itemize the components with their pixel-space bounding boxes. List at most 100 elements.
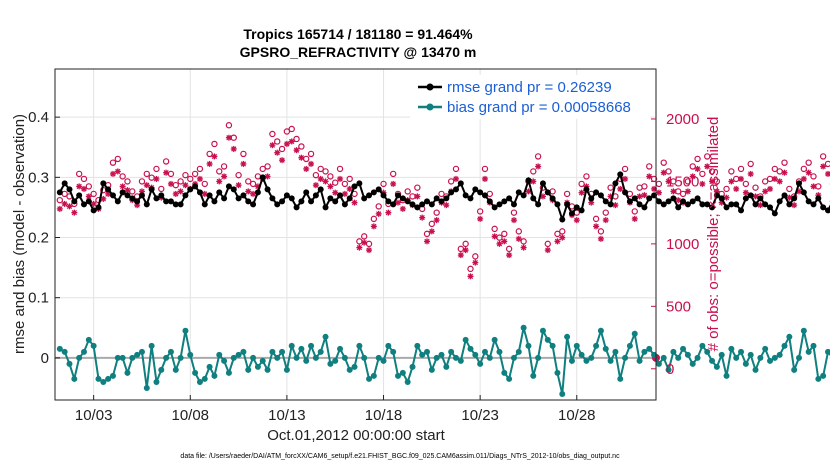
- rmse-point: [506, 195, 513, 202]
- rmse-point: [196, 189, 203, 196]
- bias-point: [515, 348, 522, 355]
- possible-obs-point: [515, 228, 522, 235]
- assimilated-obs-point: [385, 209, 392, 216]
- assimilated-obs-point: [399, 205, 406, 212]
- possible-obs-point: [496, 234, 503, 241]
- possible-obs-point: [56, 196, 64, 204]
- bias-point: [443, 363, 450, 370]
- assimilated-obs-point: [235, 182, 242, 189]
- rmse-point: [235, 195, 242, 202]
- assimilated-obs-point: [617, 185, 624, 192]
- bias-point: [588, 354, 595, 361]
- possible-obs-point: [312, 171, 320, 179]
- rmse-point: [192, 183, 199, 190]
- rmse-point: [346, 195, 353, 202]
- assimilated-obs-point: [665, 178, 672, 185]
- bias-point: [728, 345, 735, 352]
- y-axis-right: 0 500 1000 1500 2000: [651, 111, 699, 378]
- bias-point: [240, 348, 247, 355]
- possible-obs-point: [776, 168, 783, 175]
- y-tick-label: 0: [41, 350, 49, 367]
- chart-subtitle: GPSRO_REFRACTIVITY @ 13470 m: [240, 44, 477, 60]
- assimilated-obs-point: [510, 217, 517, 224]
- bias-point: [771, 354, 778, 361]
- bias-point: [776, 351, 783, 358]
- possible-obs-point: [810, 173, 817, 180]
- rmse-point: [742, 195, 749, 202]
- assimilated-obs-point: [646, 173, 653, 180]
- bias-point: [742, 360, 749, 367]
- rmse-point: [221, 195, 228, 202]
- possible-obs-point: [737, 165, 745, 173]
- bias-point: [90, 342, 97, 349]
- possible-obs-point: [211, 140, 218, 148]
- x-tick-label: 10/18: [365, 407, 403, 424]
- possible-obs-point: [646, 163, 653, 170]
- bias-point: [675, 354, 682, 361]
- rmse-point: [274, 201, 281, 208]
- possible-obs-point: [428, 220, 436, 228]
- rmse-point: [332, 198, 339, 205]
- assimilated-obs-point: [361, 239, 368, 246]
- bias-point: [467, 345, 474, 352]
- assimilated-obs-point: [346, 185, 353, 192]
- bias-point: [757, 354, 764, 361]
- possible-obs-point: [114, 155, 122, 163]
- x-tick-label: 10/03: [75, 407, 113, 424]
- assimilated-obs-point: [143, 182, 150, 189]
- bias-point: [80, 348, 87, 355]
- possible-obs-point: [274, 138, 281, 145]
- possible-obs-point: [293, 135, 300, 143]
- assimilated-obs-point: [506, 252, 513, 259]
- assimilated-obs-point: [337, 175, 344, 182]
- rmse-point: [776, 198, 783, 205]
- assimilated-obs-point: [462, 247, 469, 254]
- bias-point: [549, 342, 556, 349]
- x-tick-label: 10/08: [171, 407, 209, 424]
- bias-point: [361, 354, 368, 361]
- rmse-point: [752, 201, 759, 208]
- rmse-point: [424, 198, 431, 205]
- rmse-point: [631, 195, 638, 202]
- rmse-point: [390, 201, 397, 208]
- possible-obs-point: [259, 165, 266, 173]
- bias-point: [143, 384, 150, 391]
- possible-obs-point: [438, 190, 445, 198]
- possible-obs-point: [327, 173, 334, 180]
- possible-obs-point: [766, 175, 774, 183]
- rmse-point: [684, 201, 691, 208]
- bias-point: [539, 327, 546, 334]
- rmse-point: [805, 198, 812, 205]
- assimilated-obs-point: [80, 185, 87, 192]
- assimilated-obs-point: [390, 180, 397, 187]
- possible-obs-point: [679, 190, 687, 198]
- bias-point: [250, 354, 257, 361]
- bias-point: [341, 354, 348, 361]
- assimilated-obs-point: [283, 140, 290, 147]
- rmse-point: [680, 198, 687, 205]
- rmse-point: [723, 204, 730, 211]
- assimilated-obs-point: [660, 169, 667, 176]
- assimilated-obs-point: [206, 160, 213, 167]
- possible-obs-point: [119, 173, 126, 180]
- rmse-point: [337, 192, 344, 199]
- possible-obs-point: [549, 188, 556, 195]
- bias-point: [781, 342, 788, 349]
- rmse-point: [201, 201, 208, 208]
- rmse-point: [481, 192, 488, 199]
- assimilated-obs-point: [641, 192, 648, 199]
- assimilated-obs-point: [704, 163, 711, 170]
- possible-obs-point: [283, 128, 291, 135]
- rmse-point: [713, 192, 720, 199]
- rmse-point: [366, 192, 373, 199]
- assimilated-obs-point: [588, 199, 595, 206]
- possible-obs-point: [264, 163, 271, 170]
- bias-point: [370, 372, 377, 379]
- rmse-point: [356, 180, 363, 187]
- bias-point: [612, 348, 619, 355]
- rmse-point: [105, 186, 112, 193]
- assimilated-obs-point: [196, 175, 203, 182]
- bias-point: [496, 348, 503, 355]
- rmse-point: [781, 192, 788, 199]
- bias-point: [269, 348, 276, 355]
